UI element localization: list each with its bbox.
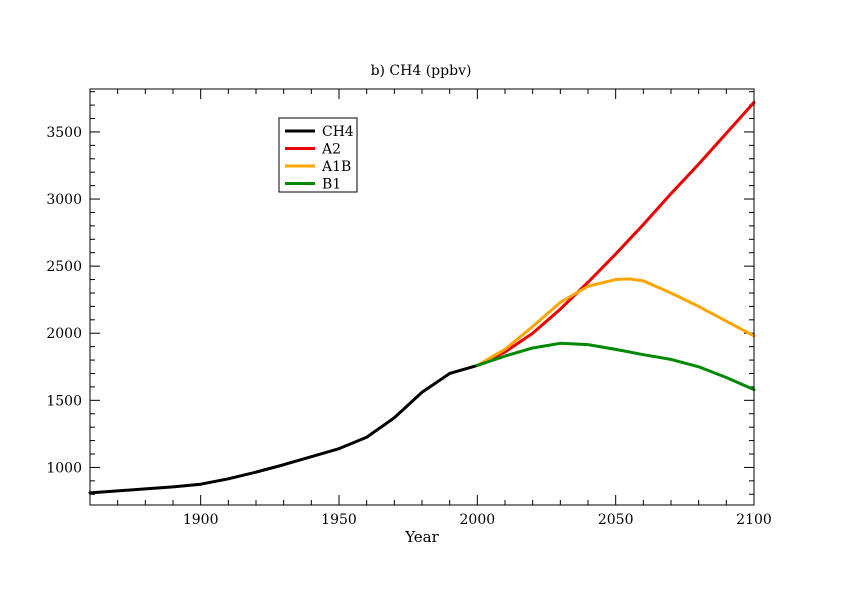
legend-label-ch4: CH4	[322, 124, 354, 140]
legend-label-a1b: A1B	[321, 159, 351, 175]
y-tick-label: 2000	[46, 326, 82, 342]
x-tick-label: 2000	[460, 512, 496, 528]
y-tick-label: 1500	[46, 393, 82, 409]
y-tick-label: 2500	[46, 259, 82, 275]
x-tick-label: 1900	[183, 512, 219, 528]
x-axis-label: Year	[404, 528, 439, 546]
axis-ticks: 1900 1950 2000 2050 2100 1000 1500 2000 2500 3000…	[46, 89, 772, 528]
series-line-ch4	[88, 363, 479, 495]
series-lines	[88, 100, 756, 495]
chart-title: b) CH4 (ppbv)	[371, 63, 472, 79]
plot-frame	[89, 88, 755, 506]
y-tick-label: 1000	[46, 460, 82, 476]
y-tick-label: 3000	[46, 192, 82, 208]
series-line-a1b	[475, 277, 756, 367]
x-tick-label: 2100	[736, 512, 772, 528]
x-tick-label: 2050	[598, 512, 634, 528]
y-tick-label: 3500	[46, 125, 82, 141]
x-tick-label: 1950	[321, 512, 357, 528]
legend-label-b1: B1	[322, 177, 341, 193]
series-line-a2	[475, 100, 756, 367]
legend-label-a2: A2	[321, 142, 341, 158]
series-line-b1	[475, 341, 756, 392]
